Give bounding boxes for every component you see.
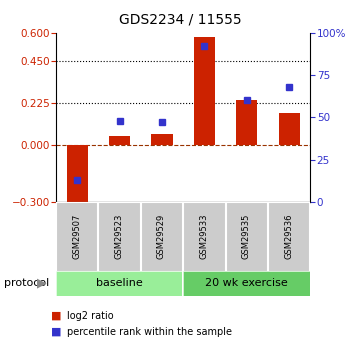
Text: GSM29535: GSM29535	[242, 214, 251, 259]
Text: percentile rank within the sample: percentile rank within the sample	[67, 327, 232, 337]
Text: ■: ■	[51, 327, 61, 337]
Text: GSM29536: GSM29536	[284, 214, 293, 259]
Bar	[109, 136, 130, 146]
Text: 20 wk exercise: 20 wk exercise	[205, 278, 288, 288]
Text: GDS2234 / 11555: GDS2234 / 11555	[119, 12, 242, 26]
Text: log2 ratio: log2 ratio	[67, 311, 113, 321]
Text: GSM29529: GSM29529	[157, 214, 166, 259]
Text: ■: ■	[51, 311, 61, 321]
Text: GSM29523: GSM29523	[114, 214, 123, 259]
Bar	[236, 100, 257, 146]
Bar	[194, 38, 215, 146]
Bar	[279, 112, 300, 146]
Bar	[151, 134, 173, 146]
Text: GSM29507: GSM29507	[72, 214, 81, 259]
Text: protocol: protocol	[4, 278, 49, 288]
Bar	[66, 146, 88, 207]
Text: GSM29533: GSM29533	[199, 214, 208, 259]
Text: baseline: baseline	[96, 278, 143, 288]
Text: ▶: ▶	[37, 277, 46, 290]
